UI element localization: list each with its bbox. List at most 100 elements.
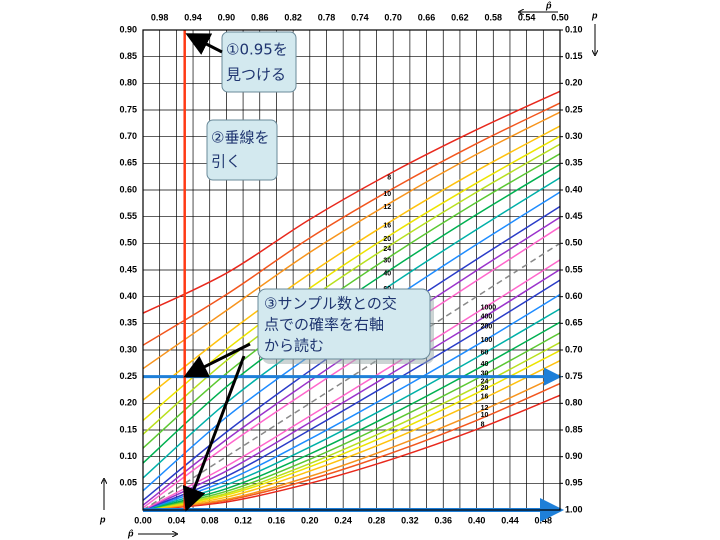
y2-tick-label: 0.10 [565,24,583,34]
y2-tick-label: 0.75 [565,371,583,381]
series-label: 24 [383,246,391,253]
y2-tick-label: 0.35 [565,158,583,168]
x-tick-label: 0.32 [401,515,419,525]
callout-text: 点での確率を右軸 [264,316,384,334]
callout-text: ③サンプル数との交 [264,295,397,313]
series-label: 8 [387,175,391,182]
plot-frame [142,29,561,511]
x-axis-label: p̂ [127,528,134,538]
y-tick-label: 0.60 [119,184,137,194]
y2-tick-label: 0.85 [565,424,583,434]
x2-tick-label: 0.82 [284,12,302,22]
band-lower [143,349,560,510]
series-label: 10 [383,191,391,198]
callout-box [257,288,431,360]
y2-tick-label: 0.50 [565,238,583,248]
y-tick-label: 0.70 [119,131,137,141]
x2-tick-label: 0.78 [318,12,336,22]
band-lower [143,293,560,510]
band-upper [143,125,560,401]
band-lower [143,394,560,510]
x-tick-label: 0.16 [268,515,286,525]
x-tick-label: 0.04 [168,515,186,525]
series-label: 30 [383,257,391,264]
series-label: 12 [383,204,391,211]
series-label: 20 [481,385,489,392]
series-label: 200 [481,324,493,331]
callout-text: ②垂線を [211,129,269,147]
callout-box [206,119,278,181]
band-lower [143,321,560,510]
band-lower [143,341,560,510]
pointer-arrow [183,342,251,378]
series-label: 30 [481,371,489,378]
y-tick-label: 0.15 [119,424,137,434]
callout-text: 見つける [226,66,286,84]
x2-tick-label: 0.74 [351,12,369,22]
y-tick-label: 0.45 [119,264,137,274]
series-label: 1000 [481,305,497,312]
y-tick-label: 0.05 [119,478,137,488]
y2-tick-label: 0.15 [565,51,583,61]
y-axis-label: p [99,514,106,524]
x-tick-label: 0.20 [301,515,319,525]
y-tick-label: 0.80 [119,78,137,88]
callout-text: 引く [211,153,241,171]
callout: ③サンプル数との交 点での確率を右軸 から読む [257,288,434,364]
series-label: 100 [481,337,493,344]
series-label: 12 [481,405,489,412]
band-lower [143,279,560,510]
series-label: 20 [383,236,391,243]
series-label: 10 [481,412,489,419]
x2-tick-label: 0.86 [251,12,269,22]
x2-tick-label: 0.50 [551,12,569,22]
band-upper [143,111,560,370]
y-tick-label: 0.65 [119,158,137,168]
band-upper [143,153,560,449]
y-tick-label: 0.85 [119,51,137,61]
band-upper [143,135,560,421]
x2-tick-label: 0.54 [518,12,536,22]
callout-box [221,31,297,93]
callout: ①0.95を 見つける [221,31,297,93]
y2-tick-label: 0.20 [565,78,583,88]
y2-tick-label: 0.95 [565,478,583,488]
band-upper [143,90,560,314]
x-tick-label: 0.40 [468,515,486,525]
y2-tick-label: 0.90 [565,451,583,461]
callout-text: ①0.95を [226,41,288,59]
y-tick-label: 0.30 [119,344,137,354]
x-tick-label: 0.48 [535,515,553,525]
x-tick-label: 0.12 [234,515,252,525]
y2-tick-label: 0.30 [565,131,583,141]
x2-tick-label: 0.66 [418,12,436,22]
band-upper [143,226,560,509]
x2-tick-label: 0.90 [218,12,236,22]
x2-tick-label: 0.70 [384,12,402,22]
y2-tick-label: 0.65 [565,318,583,328]
x2-tick-label: 0.62 [451,12,469,22]
series-label: 40 [383,271,391,278]
y-tick-label: 0.90 [119,24,137,34]
x2-tick-label: 0.98 [151,12,169,22]
series-label: 24 [481,379,489,386]
y2-tick-label: 0.45 [565,211,583,221]
y2-tick-label: 0.25 [565,104,583,114]
x-tick-label: 0.28 [368,515,386,525]
band-lower [143,308,560,510]
pointer-arrow [182,355,246,512]
band-upper [143,143,560,435]
diagonal [143,242,560,510]
y-tick-label: 0.10 [119,451,137,461]
x2-tick-label: 0.94 [184,12,202,22]
series-label: 16 [481,394,489,401]
callout-text: から読む [264,337,324,355]
y-tick-label: 0.40 [119,291,137,301]
y-tick-label: 0.55 [119,211,137,221]
band-lower [143,332,560,510]
y2-tick-label: 0.40 [565,184,583,194]
y-tick-label: 0.75 [119,104,137,114]
pointer-arrow [185,33,223,55]
y2-tick-label: 1.00 [565,504,583,514]
